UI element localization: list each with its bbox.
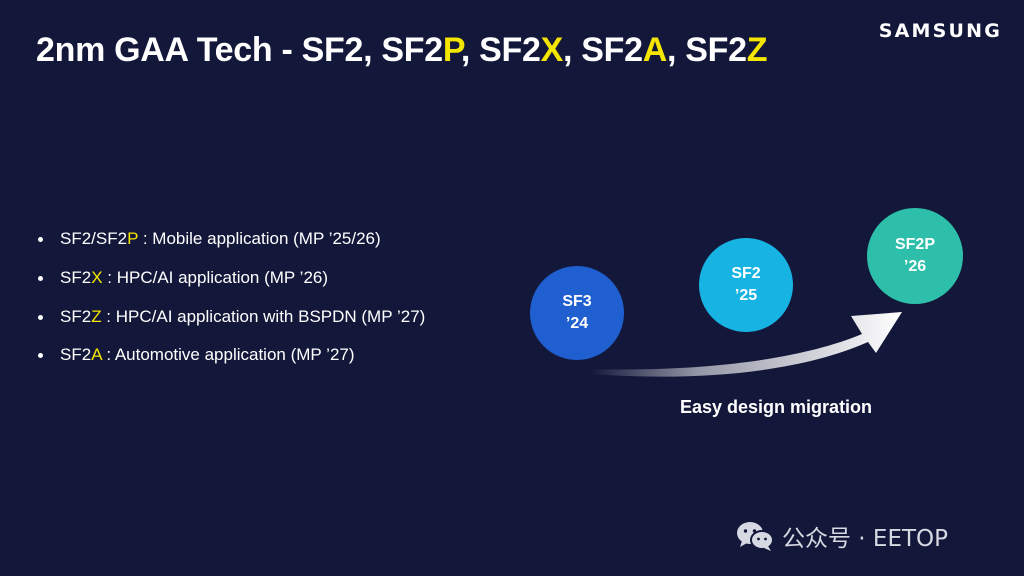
roadmap-node-sf2p: SF2P ’26 (867, 208, 963, 304)
node-year: ’26 (903, 258, 927, 275)
samsung-logo: SAMSUNG (878, 20, 1002, 42)
bullet-item-sf2p: SF2/SF2P : Mobile application (MP ’25/26… (38, 226, 425, 252)
bullet-item-sf2z: SF2Z : HPC/AI application with BSPDN (MP… (38, 304, 425, 330)
migration-caption: Easy design migration (680, 397, 873, 417)
bullet-item-sf2x: SF2X : HPC/AI application (MP ’26) (38, 265, 425, 291)
watermark-text: 公众号 · EETOP (782, 526, 949, 552)
bullet-highlight: X (91, 267, 103, 287)
bullet-post: : HPC/AI application with BSPDN (MP ’27) (101, 306, 426, 326)
title-highlight-a: A (642, 31, 668, 69)
bullet-pre: SF2 (60, 306, 92, 326)
title-sep-2: , SF2 (563, 31, 643, 69)
node-name: SF3 (562, 293, 592, 310)
roadmap-node-sf3: SF3 ’24 (530, 266, 624, 360)
node-year: ’25 (734, 287, 758, 304)
bullet-highlight: Z (91, 306, 102, 326)
title-sep-1: , SF2 (460, 31, 541, 69)
bullet-pre: SF2/SF2 (60, 229, 128, 248)
slide-title: 2nm GAA Tech - SF2, SF2P, SF2X, SF2A, SF… (36, 26, 768, 74)
wechat-icon (737, 522, 774, 551)
node-year: ’24 (565, 315, 589, 332)
bullet-post: : HPC/AI application (MP ’26) (102, 267, 329, 287)
watermark: 公众号 · EETOP (736, 519, 948, 553)
bullet-post: : Automotive application (MP ’27) (101, 345, 355, 365)
bullet-list: SF2/SF2P : Mobile application (MP ’25/26… (38, 226, 425, 381)
title-highlight-x: X (540, 31, 564, 69)
title-prefix: 2nm GAA Tech - SF2, SF2 (36, 31, 443, 69)
bullet-pre: SF2 (60, 267, 92, 287)
bullet-pre: SF2 (60, 345, 92, 365)
node-name: SF2 (731, 265, 761, 282)
roadmap-node-sf2: SF2 ’25 (699, 238, 793, 332)
bullet-highlight: A (91, 345, 102, 365)
bullet-post: : Mobile application (MP ’25/26) (138, 229, 381, 248)
title-sep-3: , SF2 (667, 31, 747, 69)
title-highlight-p: P (442, 31, 461, 69)
title-highlight-z: Z (746, 31, 768, 69)
bullet-highlight: P (127, 229, 139, 248)
bullet-item-sf2a: SF2A : Automotive application (MP ’27) (38, 342, 425, 368)
node-name: SF2P (894, 236, 935, 253)
